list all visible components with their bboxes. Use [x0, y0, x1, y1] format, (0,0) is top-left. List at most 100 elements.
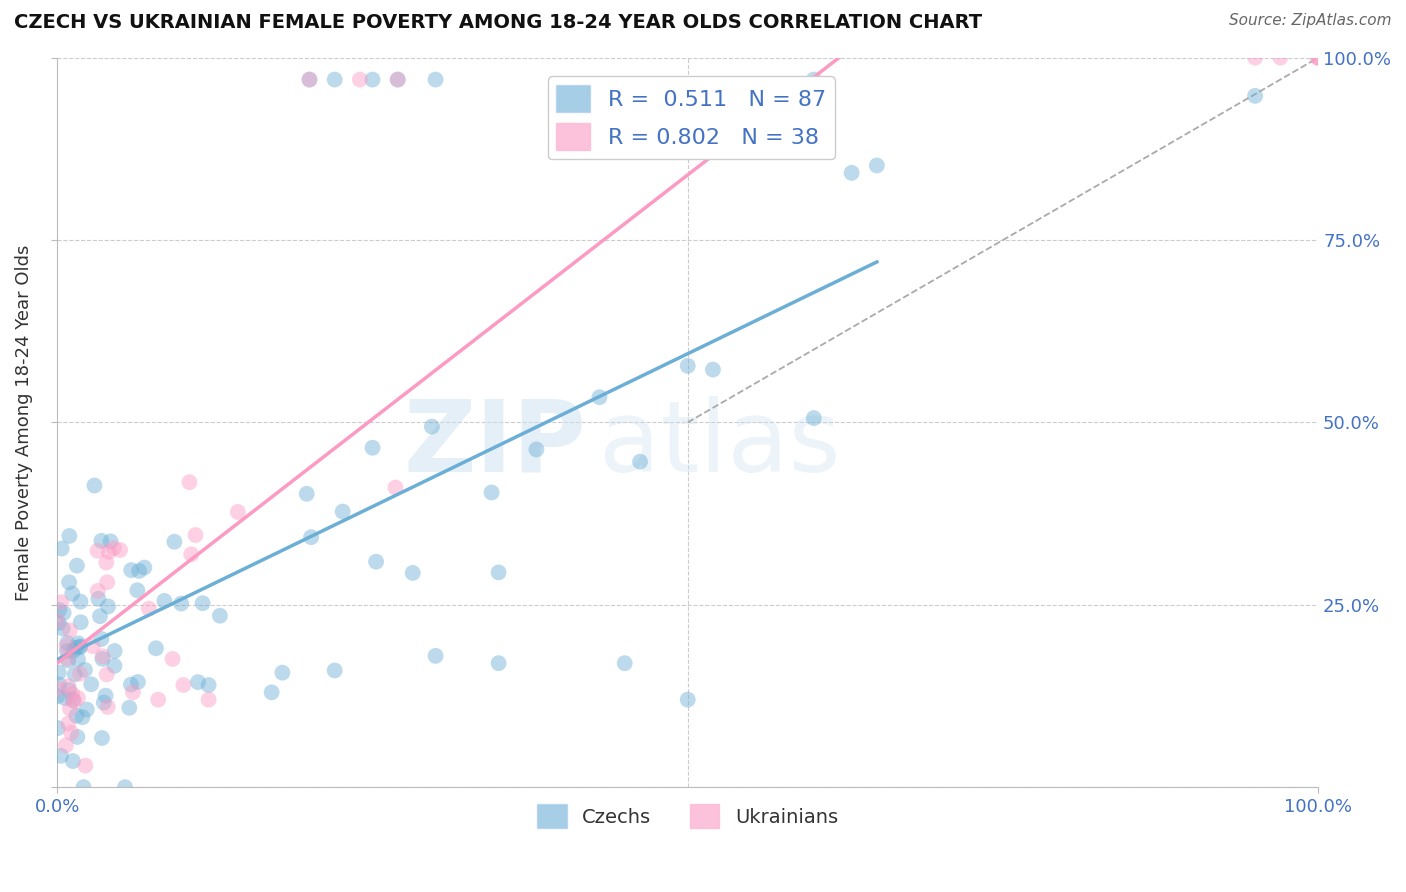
Point	[803, 411, 825, 425]
Point	[65, 708, 87, 723]
Point	[387, 72, 409, 87]
Point	[628, 455, 651, 469]
Point	[323, 664, 346, 678]
Point	[1308, 51, 1330, 65]
Point	[73, 663, 96, 677]
Point	[63, 667, 86, 681]
Point	[67, 636, 90, 650]
Point	[1244, 51, 1267, 65]
Point	[184, 528, 207, 542]
Point	[97, 700, 120, 714]
Point	[104, 644, 127, 658]
Point	[58, 682, 80, 697]
Point	[402, 566, 425, 580]
Point	[93, 696, 115, 710]
Point	[82, 639, 104, 653]
Point	[1308, 51, 1330, 65]
Point	[488, 656, 510, 670]
Point	[83, 478, 105, 492]
Point	[63, 694, 86, 708]
Point	[65, 640, 87, 655]
Point	[80, 677, 103, 691]
Point	[58, 679, 80, 693]
Point	[179, 475, 201, 490]
Point	[208, 608, 231, 623]
Point	[66, 652, 89, 666]
Point	[48, 677, 70, 691]
Text: Source: ZipAtlas.com: Source: ZipAtlas.com	[1229, 13, 1392, 29]
Point	[295, 487, 318, 501]
Point	[180, 547, 202, 561]
Point	[676, 359, 699, 373]
Point	[120, 677, 142, 691]
Text: ZIP: ZIP	[404, 396, 586, 492]
Point	[1244, 88, 1267, 103]
Point	[72, 780, 94, 794]
Point	[87, 591, 110, 606]
Point	[66, 690, 89, 705]
Point	[56, 644, 79, 658]
Point	[60, 726, 83, 740]
Point	[323, 72, 346, 87]
Point	[122, 685, 145, 699]
Point	[69, 666, 91, 681]
Point	[58, 529, 80, 543]
Point	[59, 624, 82, 638]
Point	[48, 615, 70, 630]
Point	[46, 681, 69, 696]
Point	[1308, 51, 1330, 65]
Point	[332, 505, 354, 519]
Point	[197, 678, 219, 692]
Point	[298, 72, 321, 87]
Point	[588, 390, 610, 404]
Text: atlas: atlas	[599, 396, 841, 492]
Point	[103, 658, 125, 673]
Point	[56, 653, 79, 667]
Point	[69, 640, 91, 654]
Point	[425, 72, 447, 87]
Point	[72, 710, 94, 724]
Point	[163, 534, 186, 549]
Point	[613, 656, 636, 670]
Point	[226, 505, 249, 519]
Point	[488, 566, 510, 580]
Point	[387, 72, 409, 87]
Point	[118, 700, 141, 714]
Point	[197, 692, 219, 706]
Point	[361, 441, 384, 455]
Point	[60, 687, 83, 701]
Point	[56, 636, 79, 650]
Point	[59, 701, 82, 715]
Point	[48, 665, 70, 680]
Point	[46, 689, 69, 703]
Point	[1270, 51, 1292, 65]
Point	[69, 594, 91, 608]
Point	[103, 541, 125, 555]
Point	[260, 685, 283, 699]
Point	[170, 597, 193, 611]
Point	[75, 758, 97, 772]
Point	[62, 644, 84, 658]
Point	[96, 667, 118, 681]
Point	[51, 541, 73, 556]
Point	[127, 583, 149, 598]
Point	[120, 563, 142, 577]
Point	[53, 691, 76, 706]
Point	[97, 545, 120, 559]
Point	[89, 609, 111, 624]
Point	[49, 748, 72, 763]
Point	[62, 754, 84, 768]
Point	[69, 615, 91, 630]
Point	[66, 558, 89, 573]
Point	[114, 780, 136, 794]
Point	[100, 534, 122, 549]
Point	[271, 665, 294, 680]
Point	[349, 72, 371, 87]
Point	[162, 652, 184, 666]
Point	[127, 675, 149, 690]
Point	[138, 601, 160, 615]
Point	[702, 362, 724, 376]
Point	[128, 564, 150, 578]
Point	[52, 622, 75, 636]
Point	[90, 533, 112, 548]
